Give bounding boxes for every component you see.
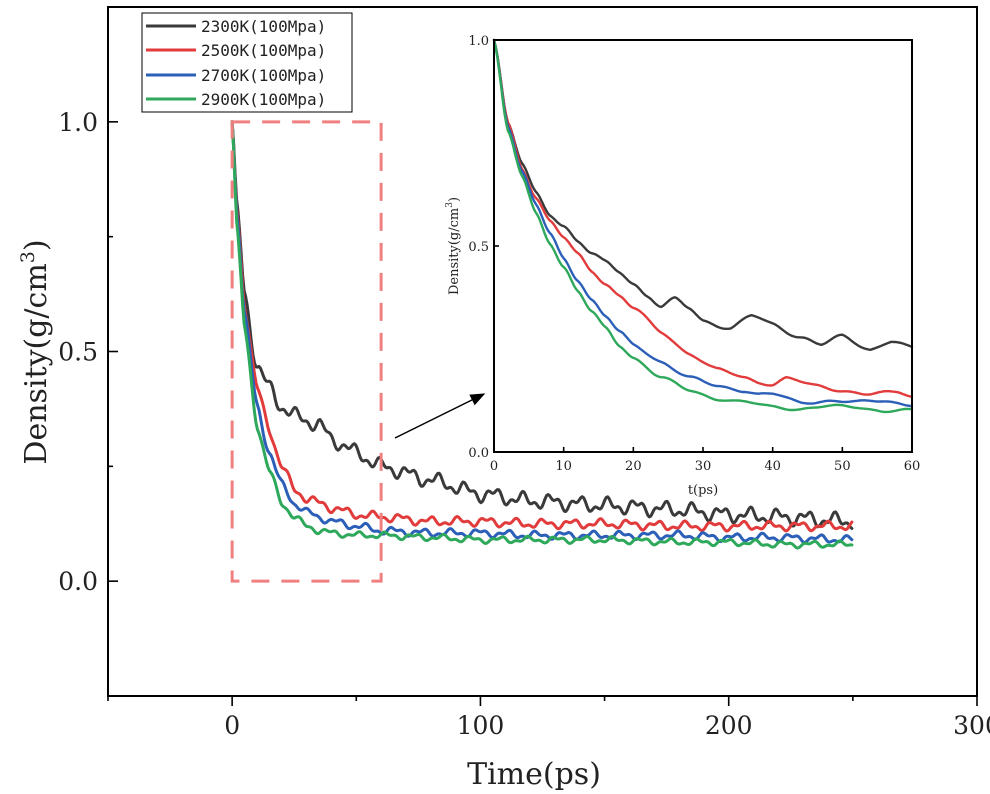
inset-x-axis-title: t(ps) [688,483,718,498]
legend-label-2900k: 2900K(100Mpa) [201,90,326,109]
zoom-box [230,120,383,583]
main-x-tick-label: 100 [457,711,505,740]
main-x-tick-label: 0 [224,711,240,740]
inset-background [494,40,912,452]
inset-x-tick-label: 30 [695,459,712,474]
inset-y-tick-label: 0.5 [468,240,489,255]
inset-chart: 0 10 20 30 40 50 60 0.0 0.5 1.0 t(ps) Density(g/c… [445,34,920,498]
inset-x-tick-label: 10 [555,459,572,474]
inset-x-tick-label: 20 [625,459,642,474]
main-y-axis-title: Density(g/cm3) [17,239,54,464]
inset-series-group [492,38,914,414]
inset-series-line-2900k [492,38,914,414]
main-y-tick-label: 0.5 [58,338,98,367]
zoom-arrow [394,393,486,439]
main-series-line-2300k [230,120,854,530]
main-series-line-2700k [230,120,854,545]
main-y-tick-label: 1.0 [58,108,98,137]
main-series-group [230,120,854,550]
inset-series-line-2300k [492,38,914,351]
inset-x-tick-label: 50 [834,459,851,474]
inset-y-tick-label: 1.0 [468,34,489,49]
inset-series-line-2700k [492,38,914,408]
legend-label-2300k: 2300K(100Mpa) [201,17,326,36]
main-series-line-2500k [230,120,854,533]
main-x-tick-label: 300 [953,711,990,740]
inset-series-line-2500k [492,38,914,398]
inset-x-tick-label: 0 [490,459,498,474]
inset-x-tick-label: 60 [904,459,921,474]
inset-x-tick-label: 40 [764,459,781,474]
legend: 2300K(100Mpa) 2500K(100Mpa) 2700K(100Mpa… [141,12,353,113]
inset-y-axis-title: Density(g/cm3) [445,197,462,295]
legend-label-2500k: 2500K(100Mpa) [201,41,326,60]
main-y-tick-label: 0.0 [58,567,98,596]
main-x-axis-title: Time(ps) [467,757,601,792]
legend-box [141,12,353,113]
legend-label-2700k: 2700K(100Mpa) [201,66,326,85]
main-x-tick-label: 200 [705,711,753,740]
main-ticks: 01002003000.00.51.0 [58,108,990,740]
inset-ticks: 0 10 20 30 40 50 60 0.0 0.5 1.0 [468,34,920,474]
main-series-line-2900k [230,120,854,550]
inset-y-tick-label: 0.0 [468,446,489,461]
